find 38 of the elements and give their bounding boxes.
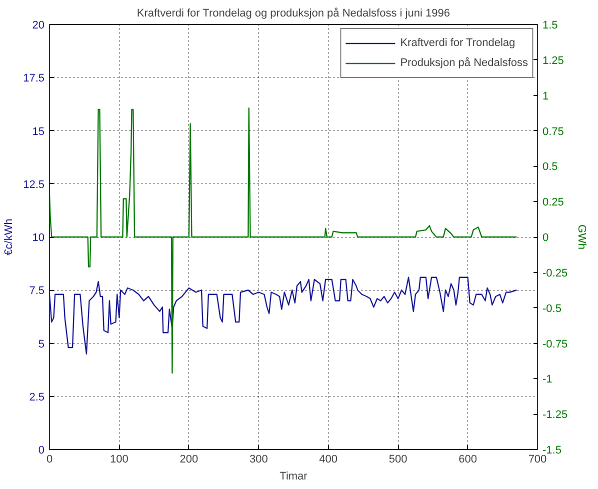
x-tick-label: 700 xyxy=(528,454,547,466)
line-series xyxy=(50,107,518,374)
y2-tick-label: -1.5 xyxy=(542,444,562,456)
y2-tick-label: 1 xyxy=(542,90,549,102)
y2-tick-label: -0.25 xyxy=(542,267,568,280)
y2-tick-label: -1.25 xyxy=(542,409,568,422)
x-axis-title: Timar xyxy=(280,470,308,482)
y2-tick-label: 0.75 xyxy=(542,126,564,138)
y-tick-label: 2.5 xyxy=(29,391,45,404)
y-tick-label: 7.5 xyxy=(29,285,45,298)
y2-tick-label: 0.25 xyxy=(542,196,564,209)
y2-tick-label: 1.5 xyxy=(542,20,558,32)
y2-tick-label: 1.25 xyxy=(542,54,564,67)
y-axis-title: €c/kWh xyxy=(3,218,16,256)
y-tick-label: 12.5 xyxy=(23,178,45,191)
y2-tick-label: 0 xyxy=(542,232,549,244)
x-tick-label: 600 xyxy=(458,454,477,466)
x-tick-label: 500 xyxy=(388,454,408,466)
y2-tick-label: -1 xyxy=(542,374,552,386)
x-tick-label: 300 xyxy=(249,454,268,466)
legend-label: Kraftverdi for Trondelag xyxy=(400,37,516,49)
y2-tick-label: 0.5 xyxy=(542,161,558,174)
y-tick-label: 20 xyxy=(32,20,45,32)
x-tick-label: 200 xyxy=(180,454,198,466)
x-tick-label: 400 xyxy=(319,454,338,466)
chart-title: Kraftverdi for Trondelag og produksjon på Nedalsfoss i juni 1996 xyxy=(136,8,450,20)
x-tick-label: 100 xyxy=(110,454,128,466)
y-tick-label: 0 xyxy=(38,444,45,456)
x-tick-label: 0 xyxy=(46,454,53,466)
legend-label: Produksjon på Nedalsfoss xyxy=(400,57,528,69)
y-tick-label: 5 xyxy=(38,338,45,350)
y2-tick-label: -0.75 xyxy=(542,338,568,350)
y-tick-label: 10 xyxy=(32,232,45,244)
y2-axis-title: GWh xyxy=(576,224,588,250)
y-tick-label: 15 xyxy=(32,126,45,138)
line-series xyxy=(50,276,518,354)
y-tick-label: 17.5 xyxy=(23,72,45,85)
y2-tick-label: -0.5 xyxy=(542,302,562,315)
